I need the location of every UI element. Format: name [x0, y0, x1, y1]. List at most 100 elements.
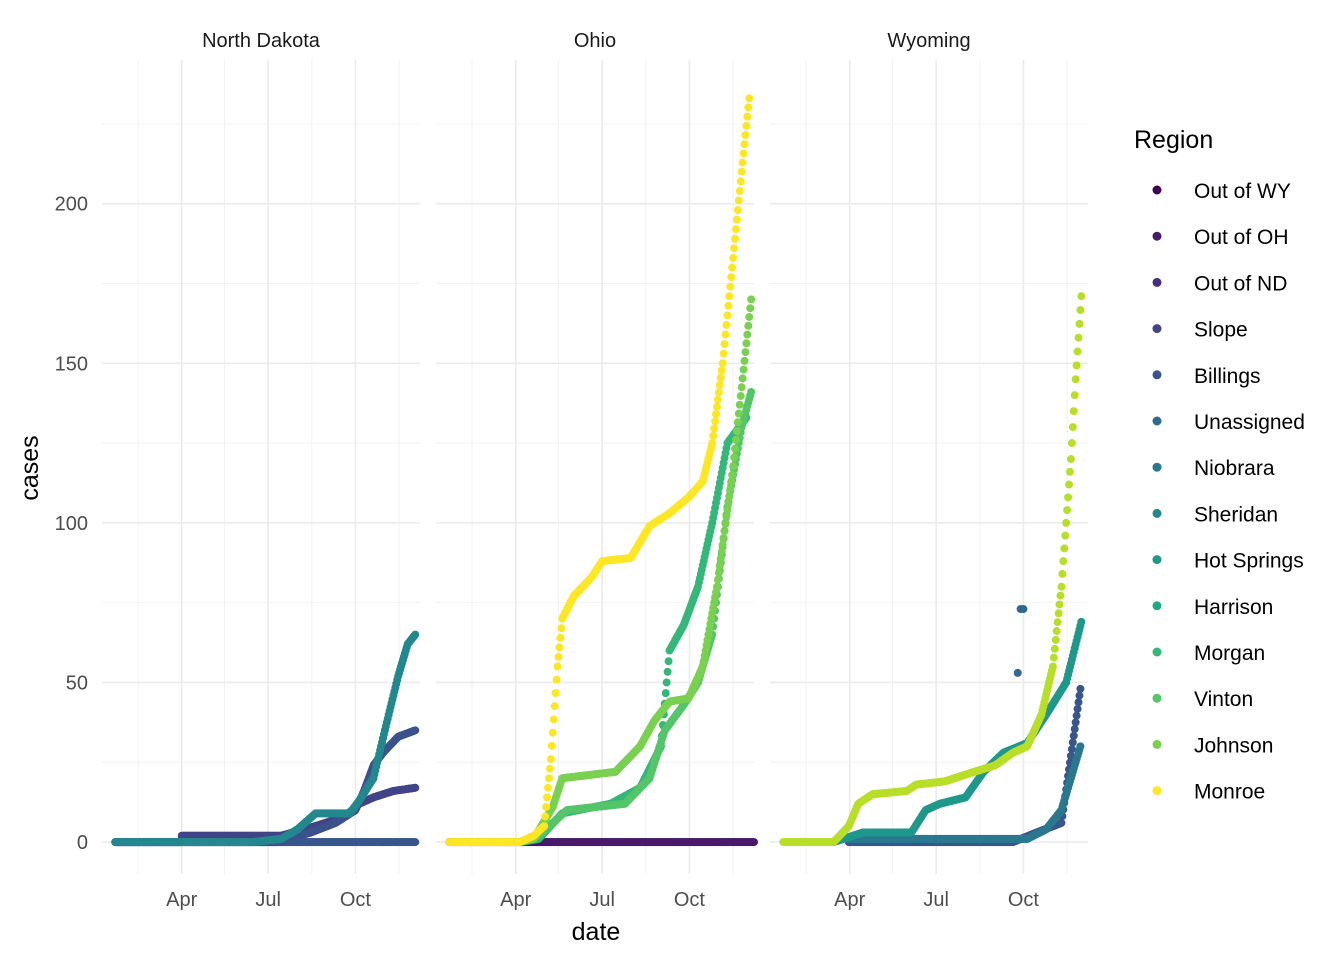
- x-tick-label: Jul: [255, 889, 281, 911]
- x-tick-label: Apr: [166, 889, 197, 911]
- data-point: [719, 349, 728, 358]
- data-point: [743, 112, 752, 121]
- series: [1013, 605, 1028, 677]
- data-point: [544, 774, 553, 783]
- data-point: [1077, 617, 1086, 626]
- data-point: [718, 540, 727, 549]
- data-point: [742, 339, 751, 348]
- data-point: [720, 340, 729, 349]
- y-tick-label: 50: [66, 672, 88, 694]
- legend-item: Unassigned: [1152, 411, 1305, 434]
- data-point: [719, 533, 728, 542]
- data-point: [411, 838, 420, 847]
- data-point: [1062, 518, 1071, 527]
- data-point: [1058, 569, 1067, 578]
- data-point: [750, 838, 758, 847]
- facet-panel-wyoming: Apr Jul Oct Wyoming: [770, 30, 1088, 911]
- series: [844, 742, 1085, 843]
- data-point: [556, 633, 565, 642]
- legend-key: [1152, 601, 1162, 611]
- data-point: [1057, 582, 1066, 591]
- data-point: [712, 402, 721, 411]
- data-point: [716, 373, 725, 382]
- data-point: [732, 215, 741, 224]
- data-point: [722, 320, 731, 329]
- data-point: [718, 359, 727, 368]
- legend-key: [1152, 370, 1162, 380]
- legend-key: [1152, 185, 1162, 195]
- data-point: [715, 381, 724, 390]
- facet-title: Ohio: [574, 30, 616, 52]
- data-point: [743, 330, 752, 339]
- data-point: [548, 728, 557, 737]
- legend-key: [1152, 462, 1162, 472]
- data-point: [740, 356, 749, 365]
- legend-key: [1152, 231, 1162, 241]
- data-point: [727, 273, 736, 282]
- legend-label: Morgan: [1194, 642, 1265, 665]
- facet-panel-ohio: Apr Jul Oct Ohio: [436, 30, 758, 911]
- data-point: [550, 702, 559, 711]
- data-point: [1070, 391, 1079, 400]
- data-point: [723, 311, 732, 320]
- facet-title: North Dakota: [202, 30, 321, 52]
- legend-item: Out of ND: [1152, 272, 1287, 295]
- data-point: [722, 512, 731, 521]
- x-axis-title: date: [572, 918, 621, 946]
- data-point: [663, 667, 672, 676]
- legend-label: Unassigned: [1194, 411, 1305, 434]
- data-point: [662, 678, 671, 687]
- legend-item: Harrison: [1152, 596, 1273, 619]
- data-point: [729, 253, 738, 262]
- legend-label: Harrison: [1194, 596, 1273, 619]
- data-point: [1075, 319, 1084, 328]
- data-point: [737, 167, 746, 176]
- data-point: [735, 186, 744, 195]
- data-point: [747, 295, 756, 304]
- data-point: [736, 391, 745, 400]
- data-point: [1060, 544, 1069, 553]
- data-point: [1057, 818, 1066, 827]
- data-point: [724, 498, 733, 507]
- data-point: [1069, 731, 1078, 740]
- data-point: [731, 444, 740, 453]
- data-point: [712, 582, 721, 591]
- legend-key: [1152, 693, 1162, 703]
- data-point: [744, 103, 753, 112]
- data-point: [726, 484, 735, 493]
- data-point: [730, 453, 739, 462]
- data-point: [1077, 292, 1086, 301]
- legend-key: [1152, 277, 1162, 287]
- data-point: [728, 263, 737, 272]
- data-point: [544, 783, 553, 792]
- data-point: [411, 630, 420, 639]
- data-point: [731, 234, 740, 243]
- data-point: [1052, 627, 1061, 636]
- data-point: [711, 417, 720, 426]
- data-point: [1064, 493, 1073, 502]
- data-point: [552, 675, 561, 684]
- data-point: [1051, 635, 1060, 644]
- data-point: [546, 755, 555, 764]
- data-point: [714, 388, 723, 397]
- data-point: [725, 292, 734, 301]
- data-point: [411, 726, 420, 735]
- data-point: [1065, 480, 1074, 489]
- data-point: [1050, 644, 1059, 653]
- legend-item: Billings: [1152, 365, 1261, 388]
- data-point: [730, 244, 739, 253]
- data-point: [745, 312, 754, 321]
- series: [779, 292, 1086, 847]
- data-point: [1073, 704, 1082, 713]
- data-point: [721, 330, 730, 339]
- data-point: [1054, 609, 1063, 618]
- x-tick-label: Jul: [589, 889, 615, 911]
- legend: Region Out of WY Out of OH Out of ND Slope B…: [1134, 126, 1305, 804]
- data-point: [1071, 718, 1080, 727]
- legend-key: [1152, 555, 1162, 565]
- data-point: [741, 131, 750, 140]
- data-point: [726, 282, 735, 291]
- legend-key: [1152, 786, 1162, 796]
- legend-item: Slope: [1152, 319, 1248, 342]
- legend-label: Hot Springs: [1194, 550, 1304, 573]
